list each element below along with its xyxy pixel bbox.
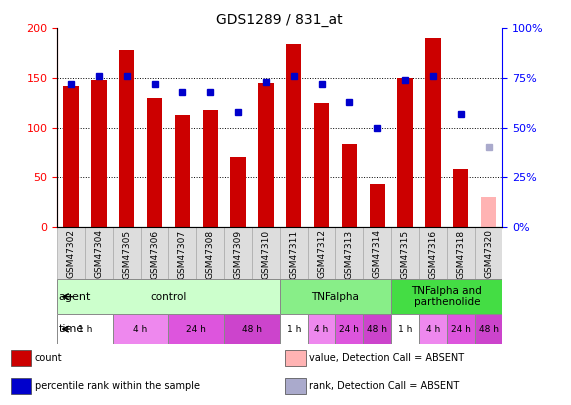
Text: percentile rank within the sample: percentile rank within the sample [35,381,200,391]
Bar [168,227,196,279]
Bar [363,314,391,344]
Bar [369,184,385,227]
Bar [475,227,502,279]
Bar [286,350,305,366]
Bar [147,98,162,227]
Bar [453,169,468,227]
Text: GSM47318: GSM47318 [456,229,465,279]
Bar [363,227,391,279]
Text: 4 h: 4 h [426,324,440,334]
Text: GSM47310: GSM47310 [262,229,271,279]
Bar [230,157,246,227]
Bar [475,314,502,344]
Text: 24 h: 24 h [186,324,206,334]
Bar [286,378,305,394]
Bar [447,314,475,344]
Bar [280,314,308,344]
Text: 4 h: 4 h [134,324,148,334]
Text: 1 h: 1 h [287,324,301,334]
Bar [341,145,357,227]
Bar [280,227,308,279]
Text: count: count [35,353,62,363]
Text: time: time [58,324,84,334]
Text: GSM47305: GSM47305 [122,229,131,279]
Bar [91,80,107,227]
Bar [419,227,447,279]
Text: GSM47302: GSM47302 [66,229,75,278]
Bar [11,350,31,366]
Text: GSM47315: GSM47315 [400,229,409,279]
Bar [252,227,280,279]
Bar [11,378,31,394]
Text: TNFalpha and
parthenolide: TNFalpha and parthenolide [412,286,482,307]
Text: GSM47313: GSM47313 [345,229,354,279]
Text: 4 h: 4 h [315,324,329,334]
Bar [447,227,475,279]
Text: GSM47308: GSM47308 [206,229,215,279]
Text: GSM47309: GSM47309 [234,229,243,279]
Bar [335,314,363,344]
Bar [112,314,168,344]
Bar [397,78,413,227]
Bar [286,44,301,227]
Bar [57,227,85,279]
Bar [335,227,363,279]
Text: 24 h: 24 h [339,324,359,334]
Text: value, Detection Call = ABSENT: value, Detection Call = ABSENT [309,353,464,363]
Text: agent: agent [58,292,91,302]
Text: 48 h: 48 h [478,324,498,334]
Text: GSM47320: GSM47320 [484,229,493,278]
Bar [140,227,168,279]
Bar [419,314,447,344]
Bar [63,86,79,227]
Text: GSM47307: GSM47307 [178,229,187,279]
Bar [481,197,496,227]
Text: 48 h: 48 h [242,324,262,334]
Bar [425,38,441,227]
Bar [224,314,280,344]
Bar [196,227,224,279]
Text: GSM47304: GSM47304 [94,229,103,278]
Bar [391,314,419,344]
Bar [391,227,419,279]
Text: TNFalpha: TNFalpha [312,292,359,302]
Bar [85,227,113,279]
Bar [57,314,112,344]
Bar [314,103,329,227]
Text: GSM47312: GSM47312 [317,229,326,278]
Text: 24 h: 24 h [451,324,471,334]
Bar [258,83,274,227]
Text: 48 h: 48 h [367,324,387,334]
Bar [119,50,134,227]
Text: GSM47314: GSM47314 [373,229,382,278]
Bar [308,227,336,279]
Text: GSM47306: GSM47306 [150,229,159,279]
Text: control: control [150,292,187,302]
Text: GSM47316: GSM47316 [428,229,437,279]
Bar [203,110,218,227]
Text: rank, Detection Call = ABSENT: rank, Detection Call = ABSENT [309,381,459,391]
Title: GDS1289 / 831_at: GDS1289 / 831_at [216,13,343,27]
Bar [280,279,391,314]
Bar [112,227,140,279]
Bar [168,314,224,344]
Text: 1 h: 1 h [78,324,92,334]
Bar [224,227,252,279]
Bar [391,279,502,314]
Bar [175,115,190,227]
Bar [308,314,336,344]
Text: 1 h: 1 h [398,324,412,334]
Text: GSM47311: GSM47311 [289,229,298,279]
Bar [57,279,280,314]
